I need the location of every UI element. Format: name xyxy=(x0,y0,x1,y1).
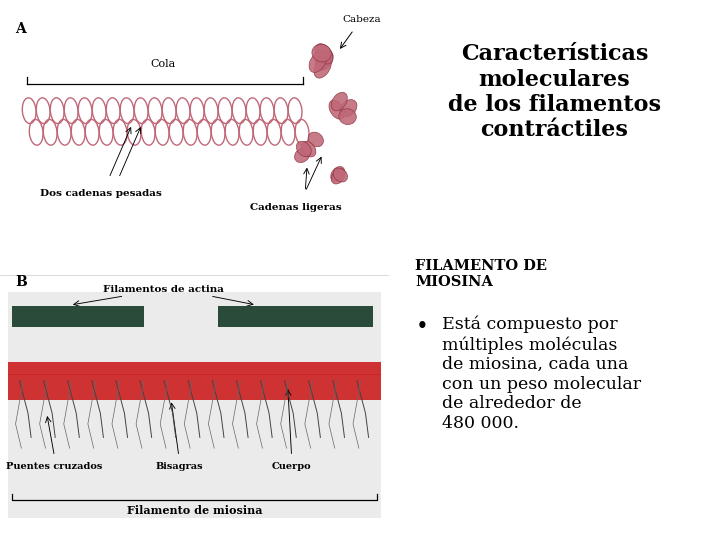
FancyBboxPatch shape xyxy=(217,306,373,327)
Text: Filamento de miosina: Filamento de miosina xyxy=(127,505,262,516)
Ellipse shape xyxy=(314,57,331,78)
FancyBboxPatch shape xyxy=(8,362,381,375)
Ellipse shape xyxy=(333,168,348,182)
Text: Características
moleculares
de los filamentos
contráctiles: Características moleculares de los filam… xyxy=(448,43,661,141)
Ellipse shape xyxy=(330,166,345,181)
Text: Cola: Cola xyxy=(150,59,176,69)
Text: •: • xyxy=(415,316,428,338)
Ellipse shape xyxy=(315,44,333,64)
FancyBboxPatch shape xyxy=(8,374,381,388)
Text: Bisagras: Bisagras xyxy=(155,462,202,471)
Text: Cabeza: Cabeza xyxy=(342,15,381,24)
Ellipse shape xyxy=(315,51,333,71)
FancyBboxPatch shape xyxy=(12,306,144,327)
Text: Está compuesto por
múltiples moléculas
de miosina, cada una
con un peso molecula: Está compuesto por múltiples moléculas d… xyxy=(442,316,641,432)
Ellipse shape xyxy=(294,148,310,163)
FancyBboxPatch shape xyxy=(8,388,381,400)
Text: A: A xyxy=(16,22,27,36)
Text: B: B xyxy=(16,275,27,289)
Ellipse shape xyxy=(308,132,323,147)
Ellipse shape xyxy=(339,109,356,125)
Ellipse shape xyxy=(309,51,327,72)
Text: Cuerpo: Cuerpo xyxy=(271,462,312,471)
Ellipse shape xyxy=(329,100,345,119)
Ellipse shape xyxy=(331,169,345,184)
Ellipse shape xyxy=(340,99,357,117)
Ellipse shape xyxy=(301,141,316,157)
Ellipse shape xyxy=(297,141,311,157)
Text: Dos cadenas pesadas: Dos cadenas pesadas xyxy=(40,189,162,198)
Text: Cadenas ligeras: Cadenas ligeras xyxy=(250,202,341,212)
FancyBboxPatch shape xyxy=(8,292,381,518)
Text: Puentes cruzados: Puentes cruzados xyxy=(6,462,103,471)
Ellipse shape xyxy=(312,44,331,62)
Text: FILAMENTO DE
MIOSINA: FILAMENTO DE MIOSINA xyxy=(415,259,547,289)
Text: Filamentos de actina: Filamentos de actina xyxy=(103,285,224,294)
Ellipse shape xyxy=(331,92,347,111)
